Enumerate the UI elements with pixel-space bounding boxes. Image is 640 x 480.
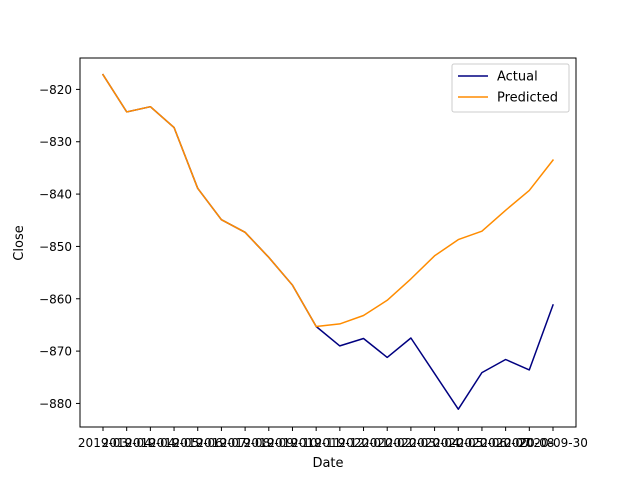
plot-frame xyxy=(79,57,577,428)
legend-label-actual: Actual xyxy=(497,70,538,85)
x-tick-label: 2020-07 xyxy=(481,436,531,450)
y-tick-label: −820 xyxy=(39,83,72,97)
x-tick-label: 2020-04 xyxy=(410,436,460,450)
x-tick-label: 2019-07 xyxy=(196,436,246,450)
y-tick-label: −880 xyxy=(39,397,72,411)
x-tick-label: 2020-03 xyxy=(386,436,436,450)
x-tick-label: 2020-05 xyxy=(433,436,483,450)
plot-area xyxy=(80,58,576,427)
x-tick-label: 2019-03 xyxy=(78,436,128,450)
x-tick-label: 2019-09 xyxy=(244,436,294,450)
x-tick-label: 2019-08 xyxy=(220,436,270,450)
x-tick-label: 2019-05 xyxy=(149,436,199,450)
legend: Actual Predicted xyxy=(451,63,570,113)
x-tick-label: 2019-04 xyxy=(102,436,152,450)
y-tick-label: −850 xyxy=(39,240,72,254)
x-tick-label: 2019-10 xyxy=(267,436,317,450)
y-tick-label: −870 xyxy=(39,345,72,359)
y-tick-label: −860 xyxy=(39,292,72,306)
series-line-predicted xyxy=(101,73,555,328)
x-tick-label: 2019-06 xyxy=(173,436,223,450)
y-axis: −880 −870 −860 −850 −840 −830 −820 xyxy=(39,83,80,411)
x-tick-label: 2020-06 xyxy=(457,436,507,450)
y-tick-label: −830 xyxy=(39,135,72,149)
y-axis-title: Close xyxy=(12,225,27,260)
legend-label-predicted: Predicted xyxy=(497,91,558,106)
x-axis: 2019-032019-042019-042019-052019-062019-… xyxy=(78,427,588,450)
x-tick-label: 2020-01 xyxy=(338,436,388,450)
x-tick-label: 2019-12 xyxy=(315,436,365,450)
x-axis-title: Date xyxy=(312,456,343,471)
x-tick-label: 2020-02 xyxy=(362,436,412,450)
y-tick-label: −840 xyxy=(39,188,72,202)
x-tick-label: 2019-04 xyxy=(125,436,175,450)
x-tick-label: 2020-08 xyxy=(504,436,554,450)
x-tick-label: 2019-11 xyxy=(291,436,341,450)
series-layer xyxy=(101,73,555,410)
x-tick-label: 2020-09-30 xyxy=(518,436,588,450)
